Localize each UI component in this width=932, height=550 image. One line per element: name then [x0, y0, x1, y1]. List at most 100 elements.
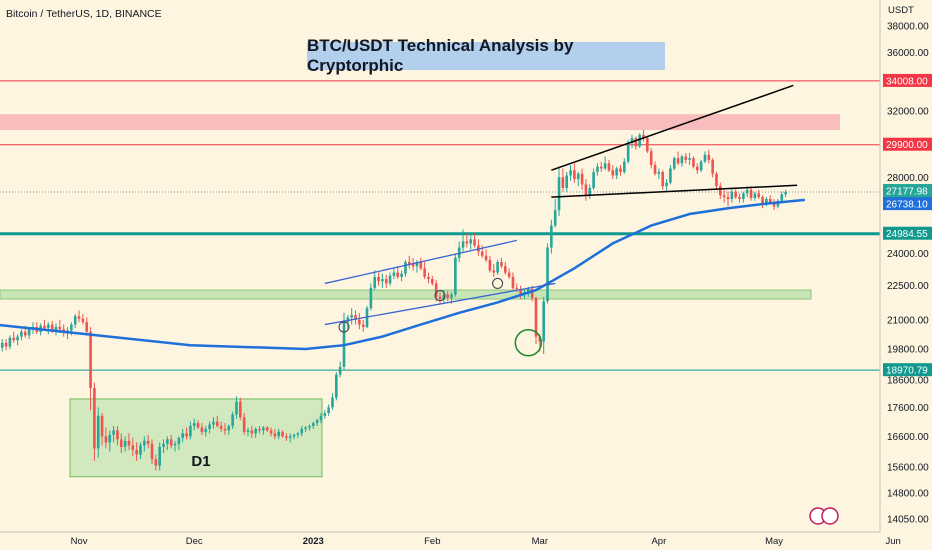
candle-body — [219, 425, 223, 429]
candle — [642, 130, 645, 142]
x-tick-label: Mar — [532, 536, 548, 547]
candle — [123, 436, 127, 452]
candle-body — [434, 283, 438, 297]
candle — [553, 198, 557, 228]
candle-body — [258, 428, 261, 431]
candle — [557, 166, 561, 216]
candle-body — [265, 427, 269, 431]
candle — [454, 253, 457, 297]
candle — [311, 421, 315, 429]
candle — [358, 312, 361, 330]
candle-body — [231, 414, 234, 426]
candle — [273, 428, 277, 440]
y-tick-label: 36000.00 — [887, 48, 929, 59]
candle-body — [123, 440, 127, 447]
y-tick-label: 24000.00 — [887, 249, 929, 260]
candle-body — [580, 173, 584, 185]
candle-body — [573, 170, 576, 180]
candle-body — [457, 247, 461, 258]
plot-area — [0, 80, 880, 478]
candle-body — [273, 433, 277, 437]
candle-body — [688, 158, 691, 160]
candle-body — [311, 423, 315, 426]
candle-body — [603, 163, 607, 169]
candle — [772, 198, 776, 211]
y-tick-label: 32000.00 — [887, 107, 929, 118]
candle-body — [185, 433, 188, 437]
price-tag-level-teal — [883, 363, 932, 377]
candle-body — [484, 255, 488, 260]
candle — [542, 296, 545, 355]
candle-body — [423, 268, 426, 277]
candle-body — [715, 173, 718, 187]
x-tick-label: Nov — [71, 536, 88, 547]
candle-body — [338, 366, 342, 375]
candle — [384, 274, 388, 288]
candle — [227, 424, 231, 435]
candle-body — [119, 439, 123, 447]
candle-body — [646, 138, 649, 152]
candle — [684, 153, 688, 164]
candle — [265, 425, 269, 432]
candle-body — [626, 143, 630, 162]
candle-body — [85, 322, 89, 332]
candle-body — [400, 273, 403, 277]
candle-body — [684, 156, 688, 160]
candle — [146, 434, 150, 449]
candle-body — [507, 272, 511, 277]
candle-body — [404, 261, 407, 274]
candle — [150, 439, 154, 464]
candle-body — [177, 437, 181, 444]
price-tag-level-teal — [883, 226, 932, 240]
candle — [407, 255, 411, 269]
candle-body — [703, 154, 707, 162]
y-tick-label: 16600.00 — [887, 432, 929, 443]
candle — [680, 154, 684, 167]
candle-body — [695, 166, 699, 171]
candle-body — [565, 175, 569, 188]
candle-body — [588, 187, 592, 196]
candle — [550, 219, 553, 254]
candle-body — [250, 430, 254, 434]
candle-body — [319, 415, 323, 421]
candle — [669, 165, 672, 185]
candle — [565, 171, 569, 192]
candle — [96, 407, 100, 458]
candle-body — [672, 158, 676, 169]
price-tag-level-red — [883, 137, 932, 151]
x-tick-label: Apr — [651, 536, 666, 547]
candle — [507, 268, 511, 280]
price-tag-last-price — [883, 184, 932, 198]
candle — [0, 339, 4, 352]
candle — [215, 415, 219, 428]
candle — [599, 161, 603, 172]
candle — [269, 427, 273, 437]
candle — [457, 241, 461, 262]
candle-body — [166, 439, 169, 444]
candle — [603, 156, 607, 171]
candle-body — [388, 275, 392, 284]
candle-body — [550, 225, 553, 248]
candle — [703, 151, 707, 164]
candle-body — [726, 197, 730, 199]
candle — [338, 361, 342, 378]
candle-body — [653, 165, 657, 174]
candle-body — [308, 425, 311, 428]
candle — [116, 425, 119, 446]
annotation-circle-2 — [492, 277, 504, 289]
candle-body — [204, 428, 208, 432]
lower-channel-line — [324, 282, 556, 326]
candle-body — [277, 431, 281, 437]
candle-body — [23, 331, 27, 336]
candle-body — [292, 434, 296, 437]
candle-body — [431, 279, 434, 284]
candle — [469, 235, 473, 250]
candle-body — [784, 192, 787, 195]
candle — [196, 420, 200, 429]
candle-body — [772, 202, 776, 207]
candle-body — [131, 445, 135, 450]
candle — [477, 239, 480, 256]
resistance-zone — [0, 114, 840, 131]
wedge-lower-line — [551, 184, 798, 198]
